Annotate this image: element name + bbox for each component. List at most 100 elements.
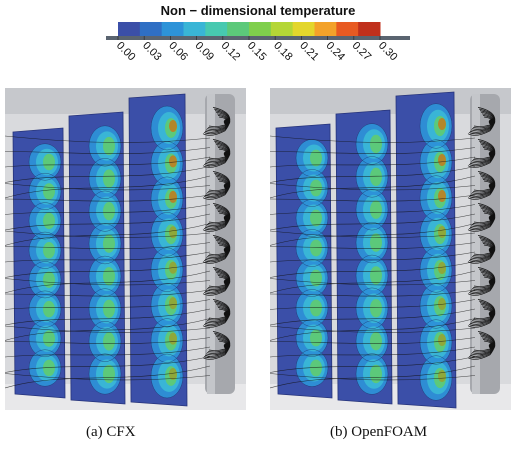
colorbar-tick-label: 0.15: [245, 40, 269, 64]
contour-hot-spot: [438, 154, 446, 166]
streamline: [270, 147, 476, 154]
streamline-loop: [206, 305, 229, 322]
temperature-contour: [419, 103, 453, 401]
streamline: [5, 183, 211, 191]
contour-band-inner: [370, 299, 382, 318]
colorbar-title: Non − dimensional temperature: [160, 3, 356, 18]
streamline-loop: [204, 110, 230, 133]
streamline: [5, 278, 211, 286]
streamline-loop: [205, 175, 230, 196]
streamline-loop: [471, 209, 494, 226]
temperature-contour: [28, 143, 62, 387]
streamline-loop: [469, 206, 495, 229]
streamline: [5, 135, 211, 143]
streamline-loop: [204, 334, 230, 357]
streamline-loop: [203, 172, 230, 199]
streamline-loop: [202, 331, 231, 360]
streamline-loop: [205, 239, 230, 260]
streamline: [270, 325, 476, 333]
streamline: [5, 175, 211, 199]
colorbar-cell: [161, 22, 184, 36]
contour-line: [419, 211, 453, 257]
streamline-loop: [471, 273, 494, 290]
contour-band-inner: [43, 183, 55, 200]
streamline-loop: [204, 270, 230, 293]
streamline-core: [223, 214, 231, 222]
streamline-core: [223, 310, 231, 318]
caption-openfoam: (b) OpenFOAM: [330, 424, 428, 440]
contour-line: [88, 125, 122, 167]
streamline-loop: [473, 276, 494, 287]
streamline-loop: [467, 235, 496, 264]
contour-band-inner: [370, 167, 382, 187]
streamline: [270, 213, 476, 231]
contour-band-inner: [370, 200, 382, 219]
streamline-core: [488, 118, 496, 126]
streamline: [270, 223, 476, 246]
streamline: [5, 270, 211, 294]
streamline: [270, 346, 476, 358]
colorbar-tick-label: 0.12: [219, 40, 243, 64]
contour-hot-spot: [438, 190, 446, 202]
streamline-loop: [202, 267, 231, 296]
contour-hot-spot: [438, 334, 446, 346]
contour-line: [150, 282, 184, 328]
streamlines: [5, 135, 211, 389]
contour-line: [28, 290, 62, 328]
streamline-loop: [206, 145, 229, 162]
streamline-loop: [471, 337, 494, 354]
tube-column-highlight: [207, 94, 215, 394]
contour-line: [88, 255, 122, 297]
colorbar-cell: [249, 22, 272, 36]
streamline-loop: [471, 305, 494, 322]
streamline: [270, 308, 476, 326]
contour-hot-spot: [438, 370, 446, 382]
streamline: [270, 242, 476, 249]
contour-hot-spot: [169, 297, 177, 310]
contour-line: [150, 105, 184, 151]
contour-line: [419, 319, 453, 365]
colorbar-cell: [270, 22, 294, 36]
contour-band-inner: [43, 300, 55, 318]
streamline-loop: [469, 334, 495, 357]
streamline-loop: [473, 308, 494, 319]
streamline-loop: [470, 303, 495, 324]
streamline-core: [488, 342, 496, 350]
colorbar-cell: [118, 22, 141, 36]
streamline-loop: [204, 302, 230, 325]
streamline: [5, 356, 211, 373]
streamline-loop: [206, 209, 229, 226]
cfx-temperature-render: [5, 88, 246, 410]
contour-band-inner: [370, 331, 382, 351]
colorbar-ticks: 0.00 0.03 0.06 0.09 0.12 0.15 0.18 0.21 0.24 0.27…: [114, 36, 400, 63]
tube-column-highlight: [472, 94, 480, 394]
contour-line: [295, 259, 329, 297]
streamline-loop: [202, 299, 231, 328]
contour-line: [88, 190, 122, 232]
contour-band-inner: [370, 266, 382, 285]
streamline: [5, 242, 211, 249]
colorbar-cell: [227, 22, 250, 36]
streamline: [5, 261, 211, 278]
streamline-loop: [469, 110, 495, 133]
streamline-loop: [471, 145, 494, 162]
streamline-loop: [473, 116, 494, 127]
streamline-loop: [470, 143, 495, 164]
colorbar-cell: [205, 22, 228, 36]
colorbar-cell: [336, 22, 359, 36]
contour-hot-spot: [169, 226, 177, 239]
streamline: [5, 365, 211, 389]
contour-line: [419, 247, 453, 293]
streamline-loop: [468, 268, 495, 295]
streamline-loop: [469, 174, 495, 197]
streamline-loop: [470, 111, 495, 132]
streamline-loop: [205, 303, 230, 324]
streamline-loop: [468, 140, 495, 167]
contour-line: [295, 199, 329, 237]
contour-line: [28, 231, 62, 269]
streamline-loop: [472, 275, 494, 289]
streamline-loop: [467, 267, 496, 296]
streamline-loop: [202, 203, 231, 232]
streamline-loop: [467, 299, 496, 328]
